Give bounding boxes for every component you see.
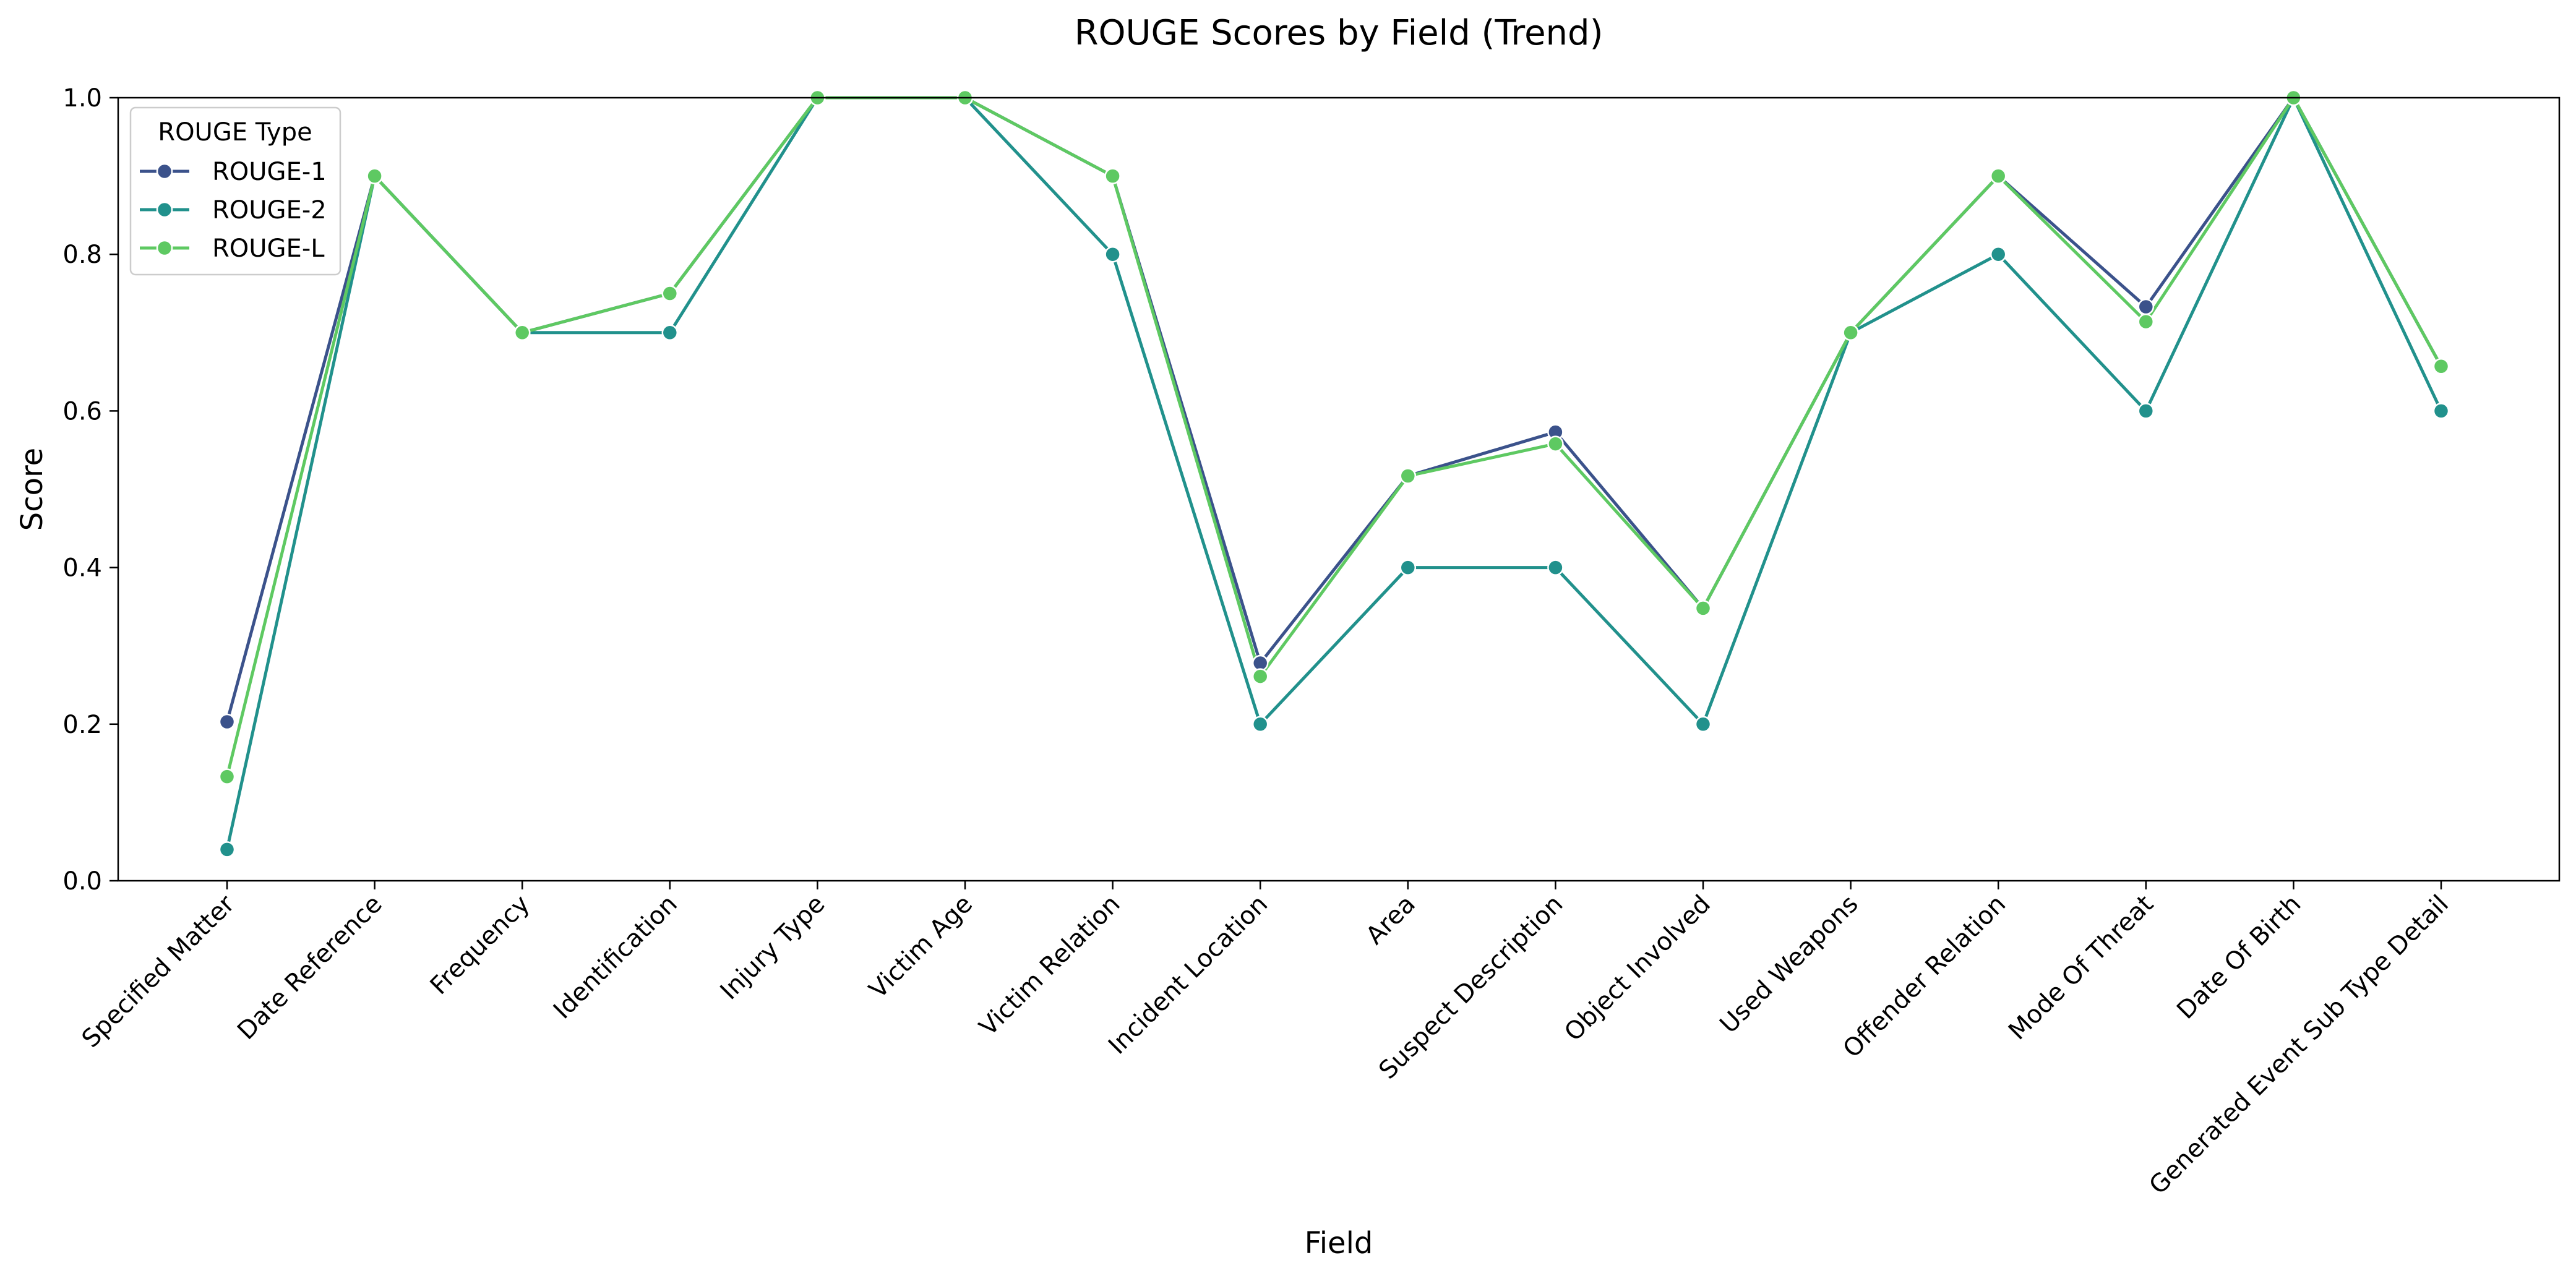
data-point-rouge-2 — [1990, 246, 2007, 263]
y-tick-label: 0.4 — [62, 554, 102, 583]
data-point-rouge-l — [661, 285, 679, 302]
legend-label-rouge-l: ROUGE-L — [212, 234, 325, 263]
chart-title: ROUGE Scores by Field (Trend) — [1075, 13, 1604, 53]
data-point-rouge-l — [1694, 600, 1712, 617]
legend-marker-rouge-l — [156, 239, 173, 257]
y-tick-label: 1.0 — [62, 84, 102, 113]
data-point-rouge-2 — [1104, 246, 1121, 263]
legend-marker-rouge-1 — [156, 163, 173, 180]
data-point-rouge-2 — [1399, 559, 1417, 576]
data-point-rouge-l — [1547, 435, 1564, 452]
y-tick-label: 0.8 — [62, 241, 102, 269]
data-point-rouge-l — [218, 768, 236, 785]
data-point-rouge-l — [2432, 358, 2450, 375]
data-point-rouge-2 — [218, 841, 236, 858]
legend-title: ROUGE Type — [158, 118, 312, 147]
data-point-rouge-2 — [2137, 403, 2155, 419]
data-point-rouge-2 — [1694, 716, 1712, 733]
y-tick-label: 0.2 — [62, 711, 102, 739]
data-point-rouge-2 — [1547, 559, 1564, 576]
data-point-rouge-l — [1104, 168, 1121, 184]
legend-label-rouge-2: ROUGE-2 — [212, 196, 327, 225]
data-point-rouge-2 — [1252, 716, 1269, 733]
data-point-rouge-l — [1252, 668, 1269, 685]
y-tick-label: 0.6 — [62, 397, 102, 426]
legend-box — [129, 106, 341, 276]
x-axis-label: Field — [1305, 1226, 1373, 1261]
legend-entries: ROUGE-1 ROUGE-2 ROUGE-L — [140, 158, 327, 263]
legend-label-rouge-1: ROUGE-1 — [212, 158, 327, 186]
data-point-rouge-l — [366, 168, 383, 184]
legend-marker-rouge-2 — [156, 201, 173, 218]
y-tick-label: 0.0 — [62, 867, 102, 896]
data-point-rouge-l — [1990, 168, 2007, 184]
series-line-rouge-l — [225, 96, 2443, 777]
data-point-rouge-1 — [218, 713, 236, 730]
series-line-rouge-2 — [225, 96, 2443, 850]
data-point-rouge-l — [513, 324, 531, 341]
data-point-rouge-l — [2137, 313, 2155, 330]
data-point-rouge-2 — [2432, 403, 2450, 419]
plot-frame — [117, 96, 2561, 882]
data-point-rouge-1 — [2137, 298, 2155, 315]
y-axis-label: Score — [15, 448, 49, 531]
data-point-rouge-l — [1842, 324, 1859, 341]
data-point-rouge-l — [1399, 468, 1417, 484]
data-point-rouge-2 — [661, 324, 679, 341]
legend: ROUGE Type ROUGE-1 ROUGE-2 ROUGE-L — [129, 106, 341, 276]
